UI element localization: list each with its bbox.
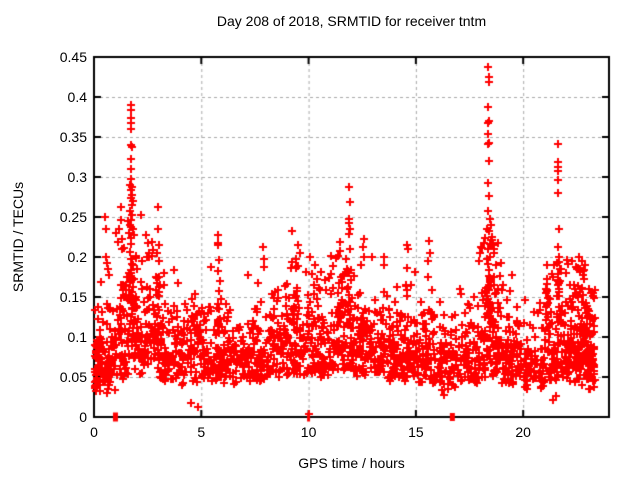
y-tick-label: 0.4	[67, 89, 87, 105]
y-tick-label: 0.45	[59, 49, 87, 65]
y-tick-label: 0.2	[67, 249, 87, 265]
y-tick-label: 0.15	[59, 289, 87, 305]
y-tick-label: 0.1	[67, 329, 87, 345]
x-tick-label: 20	[515, 424, 531, 440]
x-tick-label: 0	[90, 424, 98, 440]
x-tick-label: 15	[408, 424, 424, 440]
y-tick-label: 0.3	[67, 169, 87, 185]
y-tick-label: 0.05	[59, 369, 87, 385]
x-tick-label: 10	[300, 424, 317, 440]
y-axis-label: SRMTID / TECUs	[10, 181, 26, 293]
chart-title: Day 208 of 2018, SRMTID for receiver tnt…	[216, 13, 487, 29]
y-tick-label: 0.25	[59, 209, 87, 225]
x-axis-label: GPS time / hours	[298, 455, 405, 471]
y-tick-label: 0.35	[59, 129, 87, 145]
y-tick-label: 0	[79, 409, 87, 425]
x-tick-label: 5	[197, 424, 206, 440]
